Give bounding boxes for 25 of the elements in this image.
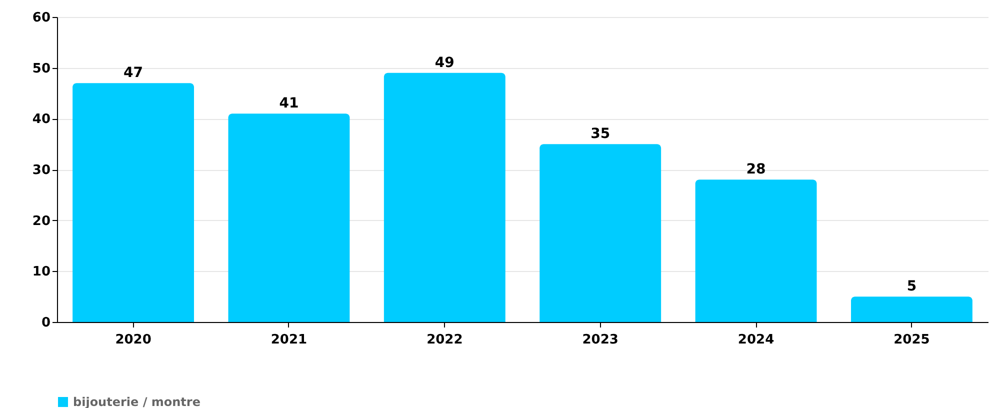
data-label: 41 [279,96,299,112]
bar [850,296,972,322]
y-tick-label: 60 [32,10,50,26]
bar [228,114,350,322]
bar [384,72,506,322]
y-tick-label: 40 [32,112,50,128]
data-label: 49 [434,54,454,71]
bar [540,144,662,322]
data-label: 28 [746,162,766,178]
y-tick-label: 10 [32,264,50,280]
y-tick-label: 50 [32,61,50,76]
bar [695,180,817,322]
x-tick-label: 2023 [582,332,618,348]
y-tick-label: 0 [41,316,50,330]
data-label: 5 [906,278,917,295]
data-label: 35 [590,126,610,142]
x-tick-label: 2021 [270,332,308,348]
x-tick-label: 2024 [738,332,774,348]
x-tick-label: 2022 [426,332,463,348]
x-tick-label: 2025 [894,332,930,348]
x-tick-label: 2020 [115,332,152,348]
bar [72,83,194,322]
data-label: 47 [124,65,144,82]
y-tick-label: 20 [32,214,50,229]
y-tick-label: 30 [32,163,50,178]
